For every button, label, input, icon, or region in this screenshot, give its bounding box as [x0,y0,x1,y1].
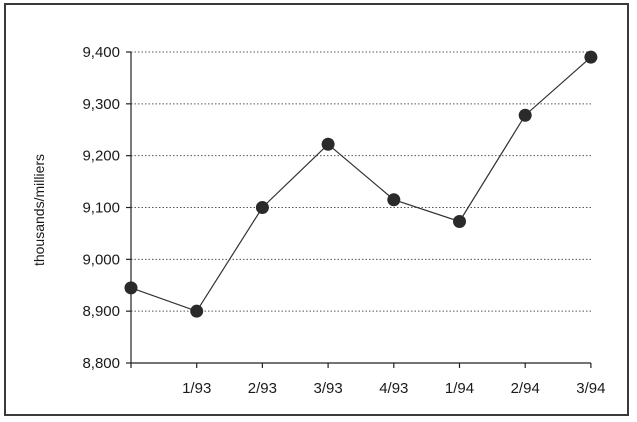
data-point [387,193,401,207]
y-axis-title: thousands/milliers [31,154,47,266]
data-point [321,137,335,151]
x-tick-label: 2/94 [511,380,540,397]
data-point [190,304,204,318]
y-tick-label: 9,300 [82,96,120,113]
y-tick-label: 9,400 [82,44,120,61]
y-tick-label: 9,200 [82,148,120,165]
data-point [518,108,532,122]
series-line [130,56,592,312]
y-tick-labels: 8,800 8,900 9,000 9,100 9,200 9,300 9,400 [82,44,120,372]
data-point [124,281,138,295]
x-tick-label: 2/93 [248,380,277,397]
x-tick-labels: 1/93 2/93 3/93 4/93 1/94 2/94 3/94 [182,380,605,397]
data-point [453,214,466,228]
x-tick-label: 3/93 [313,380,342,397]
line-chart: 8,800 8,900 9,000 9,100 9,200 9,300 9,400 1/93… [31,44,606,397]
gridlines [131,51,591,312]
series [124,50,598,318]
y-tick-label: 8,900 [82,303,120,320]
x-tick-label: 1/94 [445,380,474,397]
x-tick-label: 1/93 [182,380,211,397]
y-tick-label: 8,800 [82,355,120,372]
y-tick-label: 9,100 [82,200,120,217]
data-point [584,50,598,64]
y-tick-label: 9,000 [82,251,120,268]
x-tick-label: 3/94 [576,380,605,397]
axes [126,51,592,368]
x-tick-label: 4/93 [379,380,408,397]
data-point [255,201,269,214]
chart-frame: 8,800 8,900 9,000 9,100 9,200 9,300 9,400 1/93… [4,3,629,416]
